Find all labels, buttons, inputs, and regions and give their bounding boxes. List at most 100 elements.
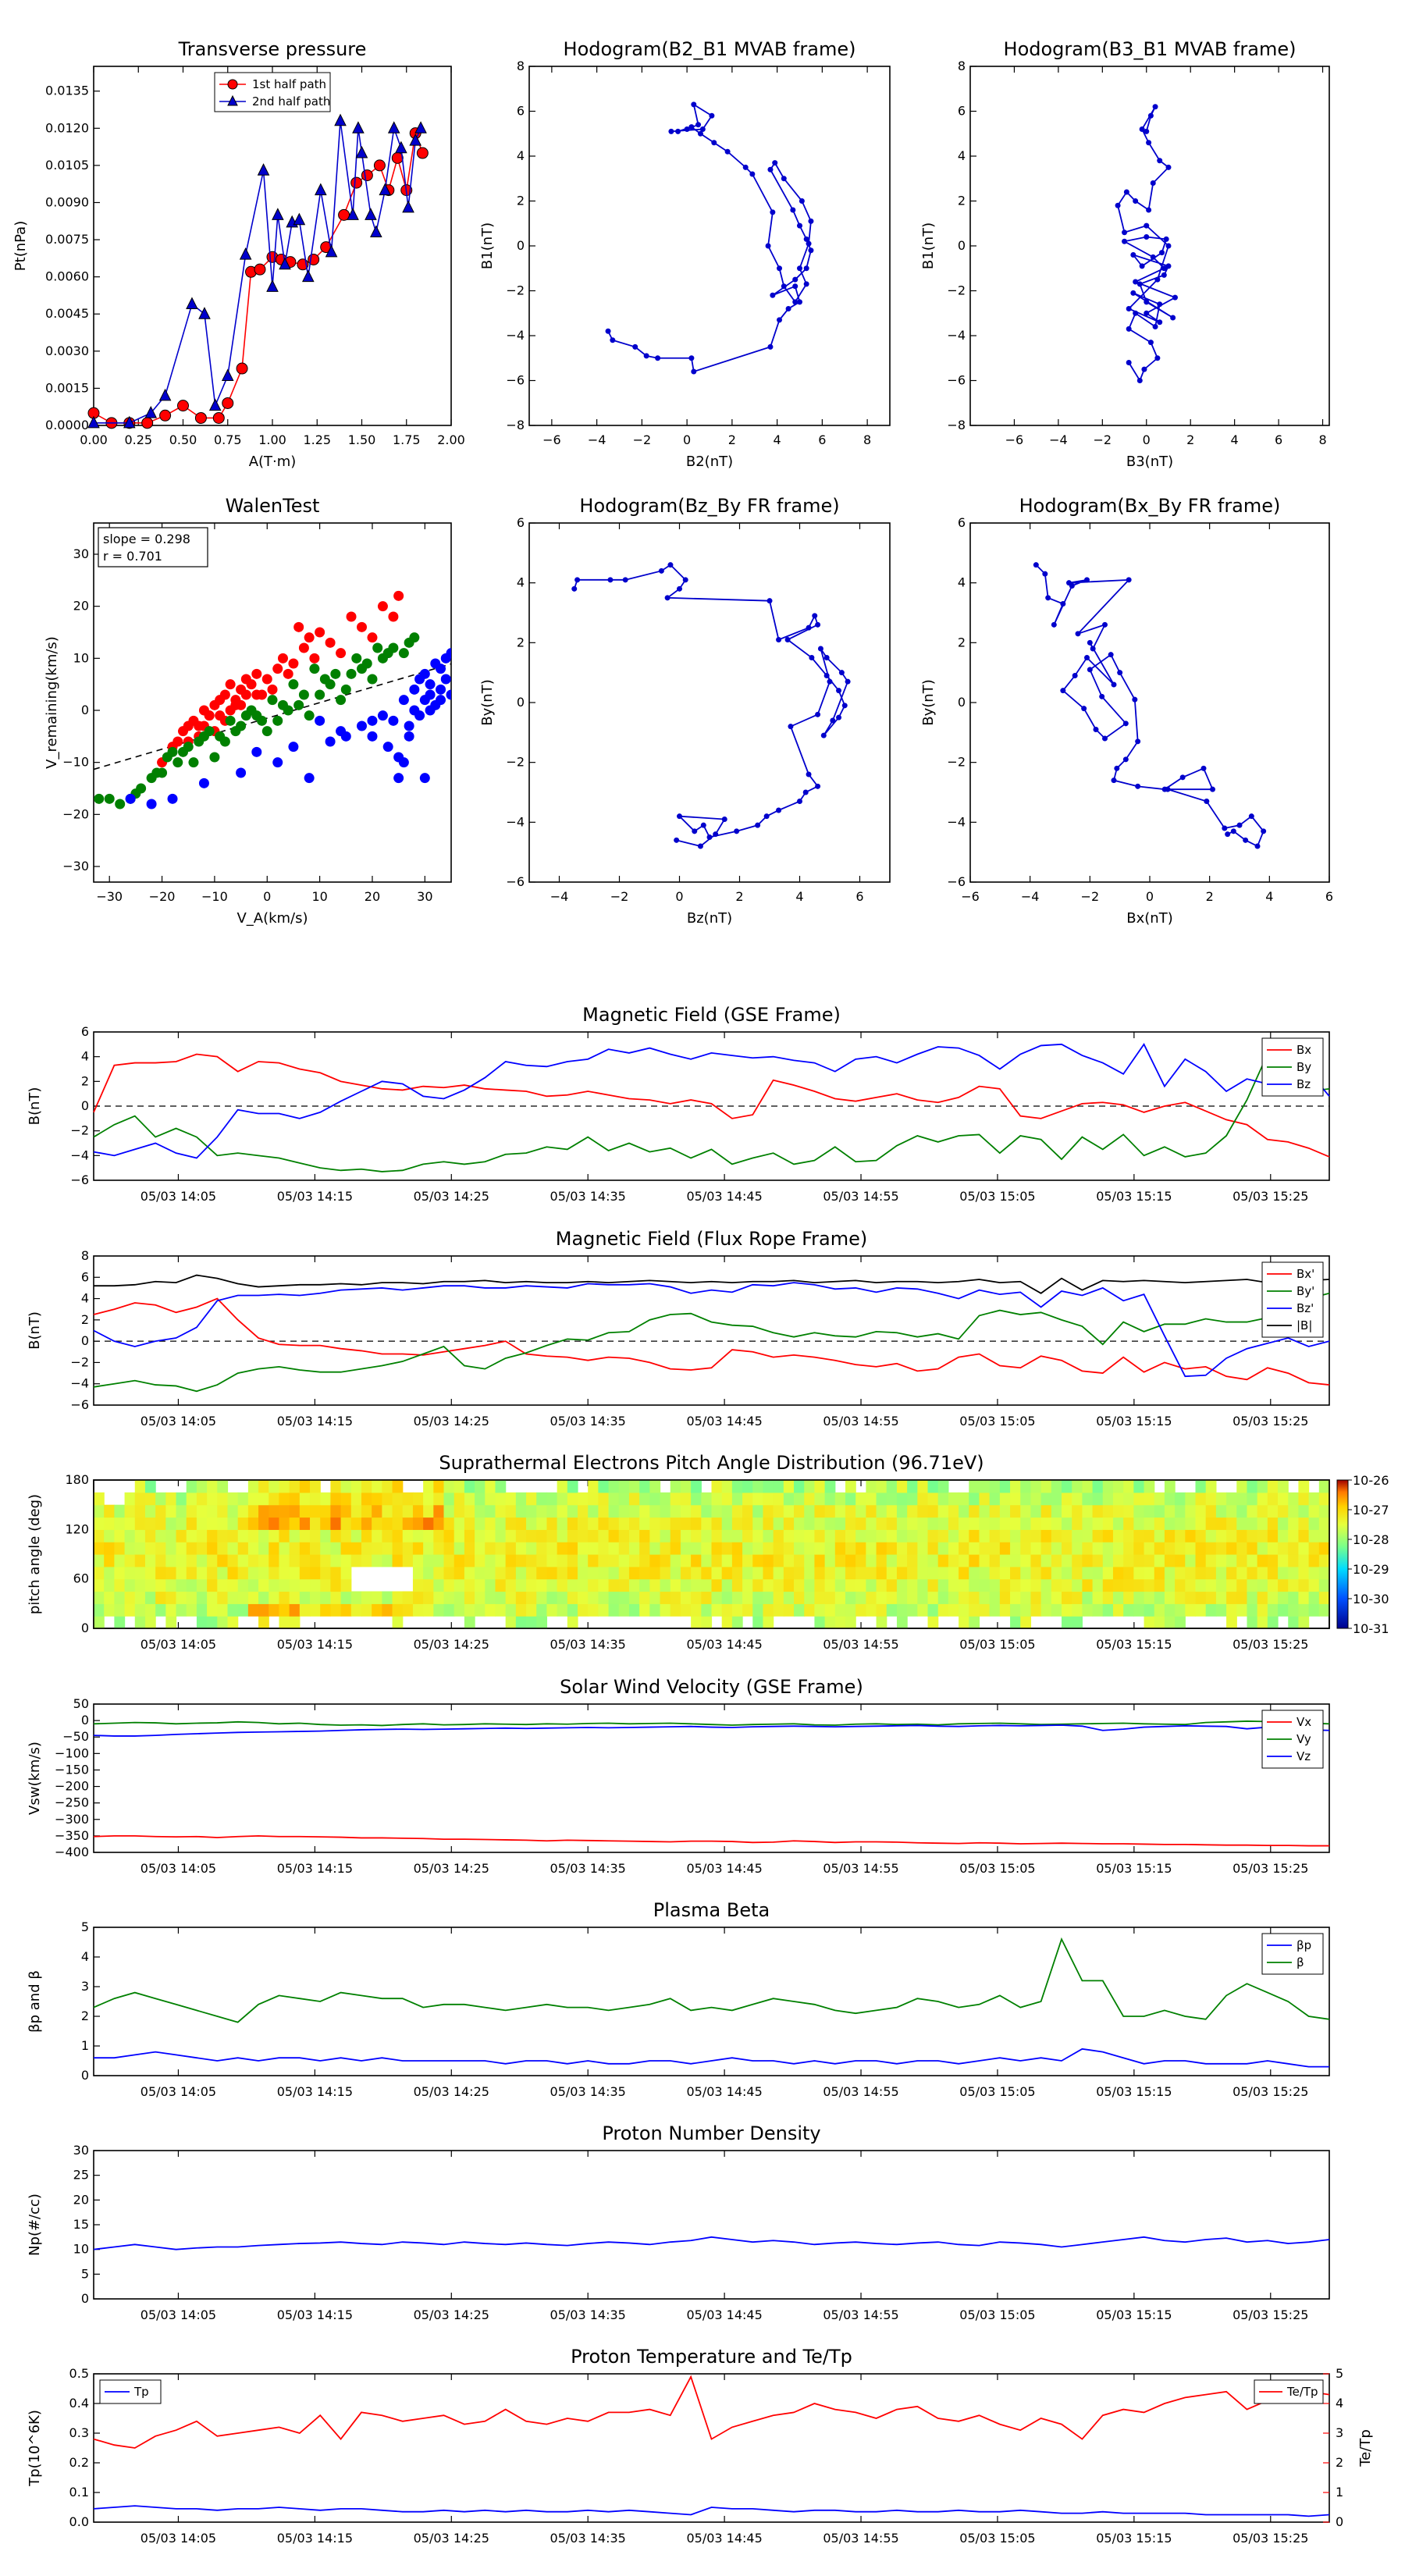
pad-cell [124, 1603, 136, 1617]
pad-cell [1195, 1529, 1207, 1542]
tp-xlabel: A(T·m) [249, 454, 297, 470]
bgse-xtick-label: 05/03 15:05 [959, 1189, 1035, 1204]
vsw-xtick-label: 05/03 14:35 [550, 1861, 626, 1876]
pad-cell [1205, 1529, 1217, 1542]
h1-point [767, 166, 774, 173]
pad-cell [701, 1603, 713, 1617]
h1-point [688, 355, 695, 361]
pad-cell [763, 1542, 774, 1555]
tp-ytick-label: 0.0120 [45, 120, 89, 135]
pad-cell [485, 1578, 496, 1592]
pad-cell [979, 1517, 991, 1530]
tp-legend-label: 2nd half path [252, 94, 330, 109]
pad-cell [237, 1554, 249, 1567]
pad-cell [247, 1517, 259, 1530]
walen-point [436, 695, 446, 706]
pad-cell [1164, 1480, 1176, 1493]
walen-point [319, 674, 330, 685]
pad-cell [670, 1504, 681, 1518]
pad-cell [155, 1591, 166, 1604]
pad-cell [628, 1591, 640, 1604]
pad-cell [1236, 1542, 1248, 1555]
pad-cell [217, 1554, 229, 1567]
walen-ytick-label: 20 [73, 599, 89, 614]
pad-cell [361, 1529, 372, 1542]
h3-xtick-label: 2 [735, 889, 743, 904]
pad-cell [134, 1616, 146, 1629]
pad-cell [567, 1616, 578, 1629]
pad-cell [1185, 1578, 1197, 1592]
h2-ytick-label: 2 [958, 194, 966, 208]
pad-cell [1195, 1554, 1207, 1567]
pad-cell [526, 1504, 537, 1518]
pad-cell [1257, 1591, 1268, 1604]
pad-cell [927, 1542, 939, 1555]
h2-point [1150, 180, 1156, 186]
pad-cell [330, 1554, 342, 1567]
pad-cell [834, 1542, 846, 1555]
walen-point [361, 658, 372, 669]
pad-cell [1164, 1517, 1176, 1530]
pad-cell [1205, 1517, 1217, 1530]
pad-cell [628, 1504, 640, 1518]
pad-cell [1288, 1578, 1300, 1592]
pad-cell [834, 1492, 846, 1506]
pad-cell [340, 1554, 352, 1567]
vsw-xtick-label: 05/03 14:05 [140, 1861, 216, 1876]
h4-ytick-label: −2 [947, 755, 966, 770]
bfr-ytick-label: 6 [81, 1269, 89, 1284]
np-ytick-label: 5 [81, 2266, 89, 2281]
tp-point [387, 121, 400, 133]
pad-cell [1288, 1492, 1300, 1506]
walen-ytick-label: 0 [81, 703, 89, 717]
h4-point [1200, 765, 1207, 771]
h4-point [1108, 652, 1114, 658]
pad-cell [165, 1517, 177, 1530]
pad-cell [515, 1591, 527, 1604]
tp-point [334, 113, 347, 126]
temp-legend-label: Te/Tp [1286, 2385, 1318, 2399]
pad-cell [104, 1517, 115, 1530]
pad-cell [567, 1492, 578, 1506]
pad-cell [1051, 1554, 1062, 1567]
walen-point [315, 627, 325, 638]
temp-ytick-label: 0.4 [69, 2396, 89, 2411]
pad-cell [1082, 1529, 1094, 1542]
pad-cell [886, 1566, 898, 1580]
pad-cell [1236, 1504, 1248, 1518]
h2-point [1150, 254, 1156, 260]
pad-cell [464, 1517, 475, 1530]
bgse-xtick-label: 05/03 14:55 [823, 1189, 898, 1204]
bfr-xtick-label: 05/03 14:15 [277, 1414, 353, 1429]
pad-cell [196, 1591, 208, 1604]
pad-cell [804, 1566, 816, 1580]
h4-point [1126, 577, 1132, 583]
pad-cell [392, 1603, 404, 1617]
h3-point [806, 624, 812, 631]
pad-cell [1102, 1542, 1114, 1555]
tp-point [198, 307, 211, 319]
h4-point [1132, 696, 1138, 703]
h1-point [610, 337, 616, 343]
pad-cell [372, 1529, 382, 1542]
pad-cell [247, 1578, 259, 1592]
pad-cell [1215, 1517, 1227, 1530]
pad-cell [1226, 1504, 1237, 1518]
pad-cell [783, 1591, 795, 1604]
pad-cell [392, 1492, 404, 1506]
pad-cell [649, 1504, 661, 1518]
walen-point [309, 653, 320, 664]
beta-xtick-label: 05/03 14:55 [823, 2084, 898, 2099]
pad-cell [165, 1492, 177, 1506]
tp-point [414, 121, 427, 133]
h2-point [1161, 272, 1167, 278]
pad-cell [917, 1492, 929, 1506]
h3-point [776, 807, 782, 813]
walen-point [409, 684, 420, 695]
pad-cell [824, 1529, 836, 1542]
walen-point [382, 648, 393, 659]
pad-xtick-label: 05/03 14:55 [823, 1637, 898, 1652]
pad-cell [330, 1578, 342, 1592]
pad-cell [1267, 1603, 1279, 1617]
